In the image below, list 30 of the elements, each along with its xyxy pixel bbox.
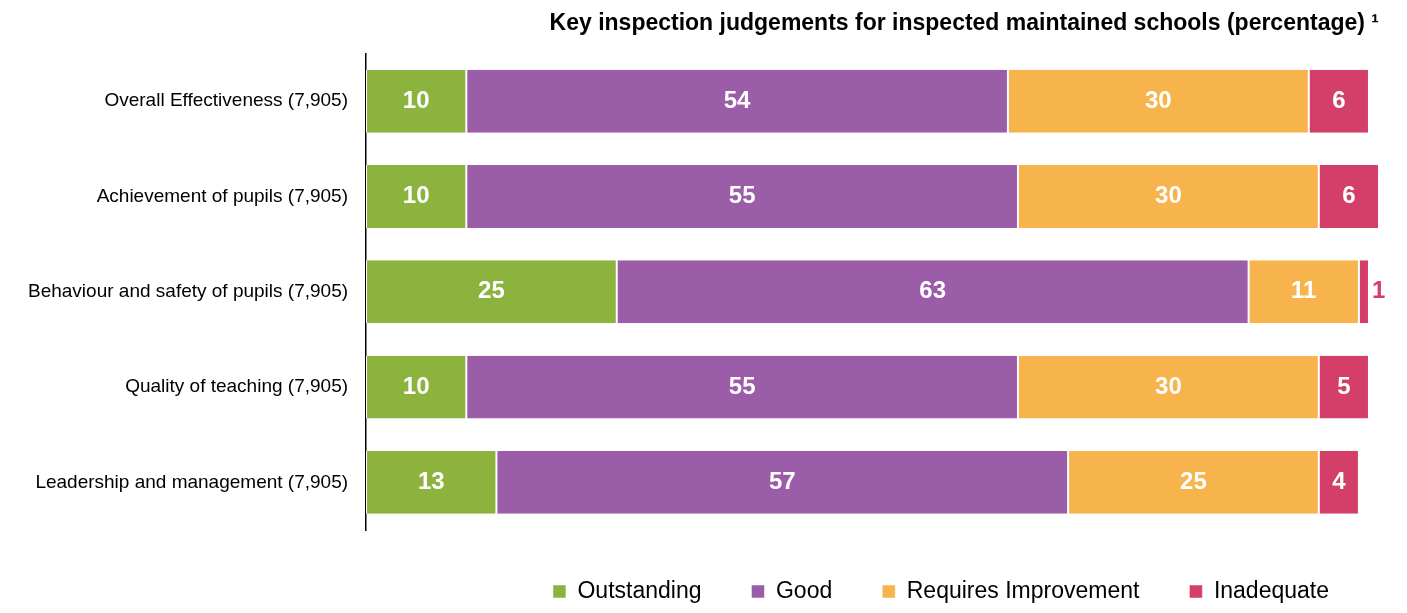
- legend-label: Inadequate: [1213, 576, 1330, 603]
- legend-label: Outstanding: [577, 576, 702, 603]
- data-label: 25: [1180, 466, 1207, 494]
- y-tick-label: Overall Effectiveness (7,905): [104, 89, 349, 111]
- data-label: 10: [402, 371, 430, 399]
- data-label: 4: [1332, 466, 1347, 494]
- data-label: 10: [402, 181, 430, 209]
- data-label: 25: [478, 276, 505, 304]
- data-label: 54: [723, 85, 752, 113]
- data-label: 55: [728, 181, 756, 209]
- data-label: 57: [768, 466, 796, 494]
- y-tick-label: Quality of teaching (7,905): [125, 375, 349, 397]
- data-label: 6: [1342, 181, 1356, 209]
- y-tick-label: Leadership and management (7,905): [35, 470, 349, 492]
- data-label: 13: [417, 466, 445, 494]
- data-label: 1: [1371, 276, 1386, 304]
- data-label: 6: [1332, 85, 1346, 113]
- y-tick-label: Behaviour and safety of pupils (7,905): [28, 280, 349, 302]
- legend-label: Good: [775, 576, 833, 603]
- data-label: 55: [728, 371, 756, 399]
- data-label: 30: [1145, 85, 1172, 113]
- data-label: 10: [402, 85, 430, 113]
- data-label: 63: [919, 276, 947, 304]
- data-label: 11: [1291, 276, 1317, 304]
- data-label: 5: [1337, 371, 1351, 399]
- chart-title: Key inspection judgements for inspected maintained schools (percentage) ¹: [549, 9, 1379, 36]
- legend-label: Requires Improvement: [906, 576, 1140, 603]
- y-tick-label: Achievement of pupils (7,905): [96, 184, 349, 206]
- data-label: 30: [1155, 371, 1182, 399]
- data-label: 30: [1155, 181, 1182, 209]
